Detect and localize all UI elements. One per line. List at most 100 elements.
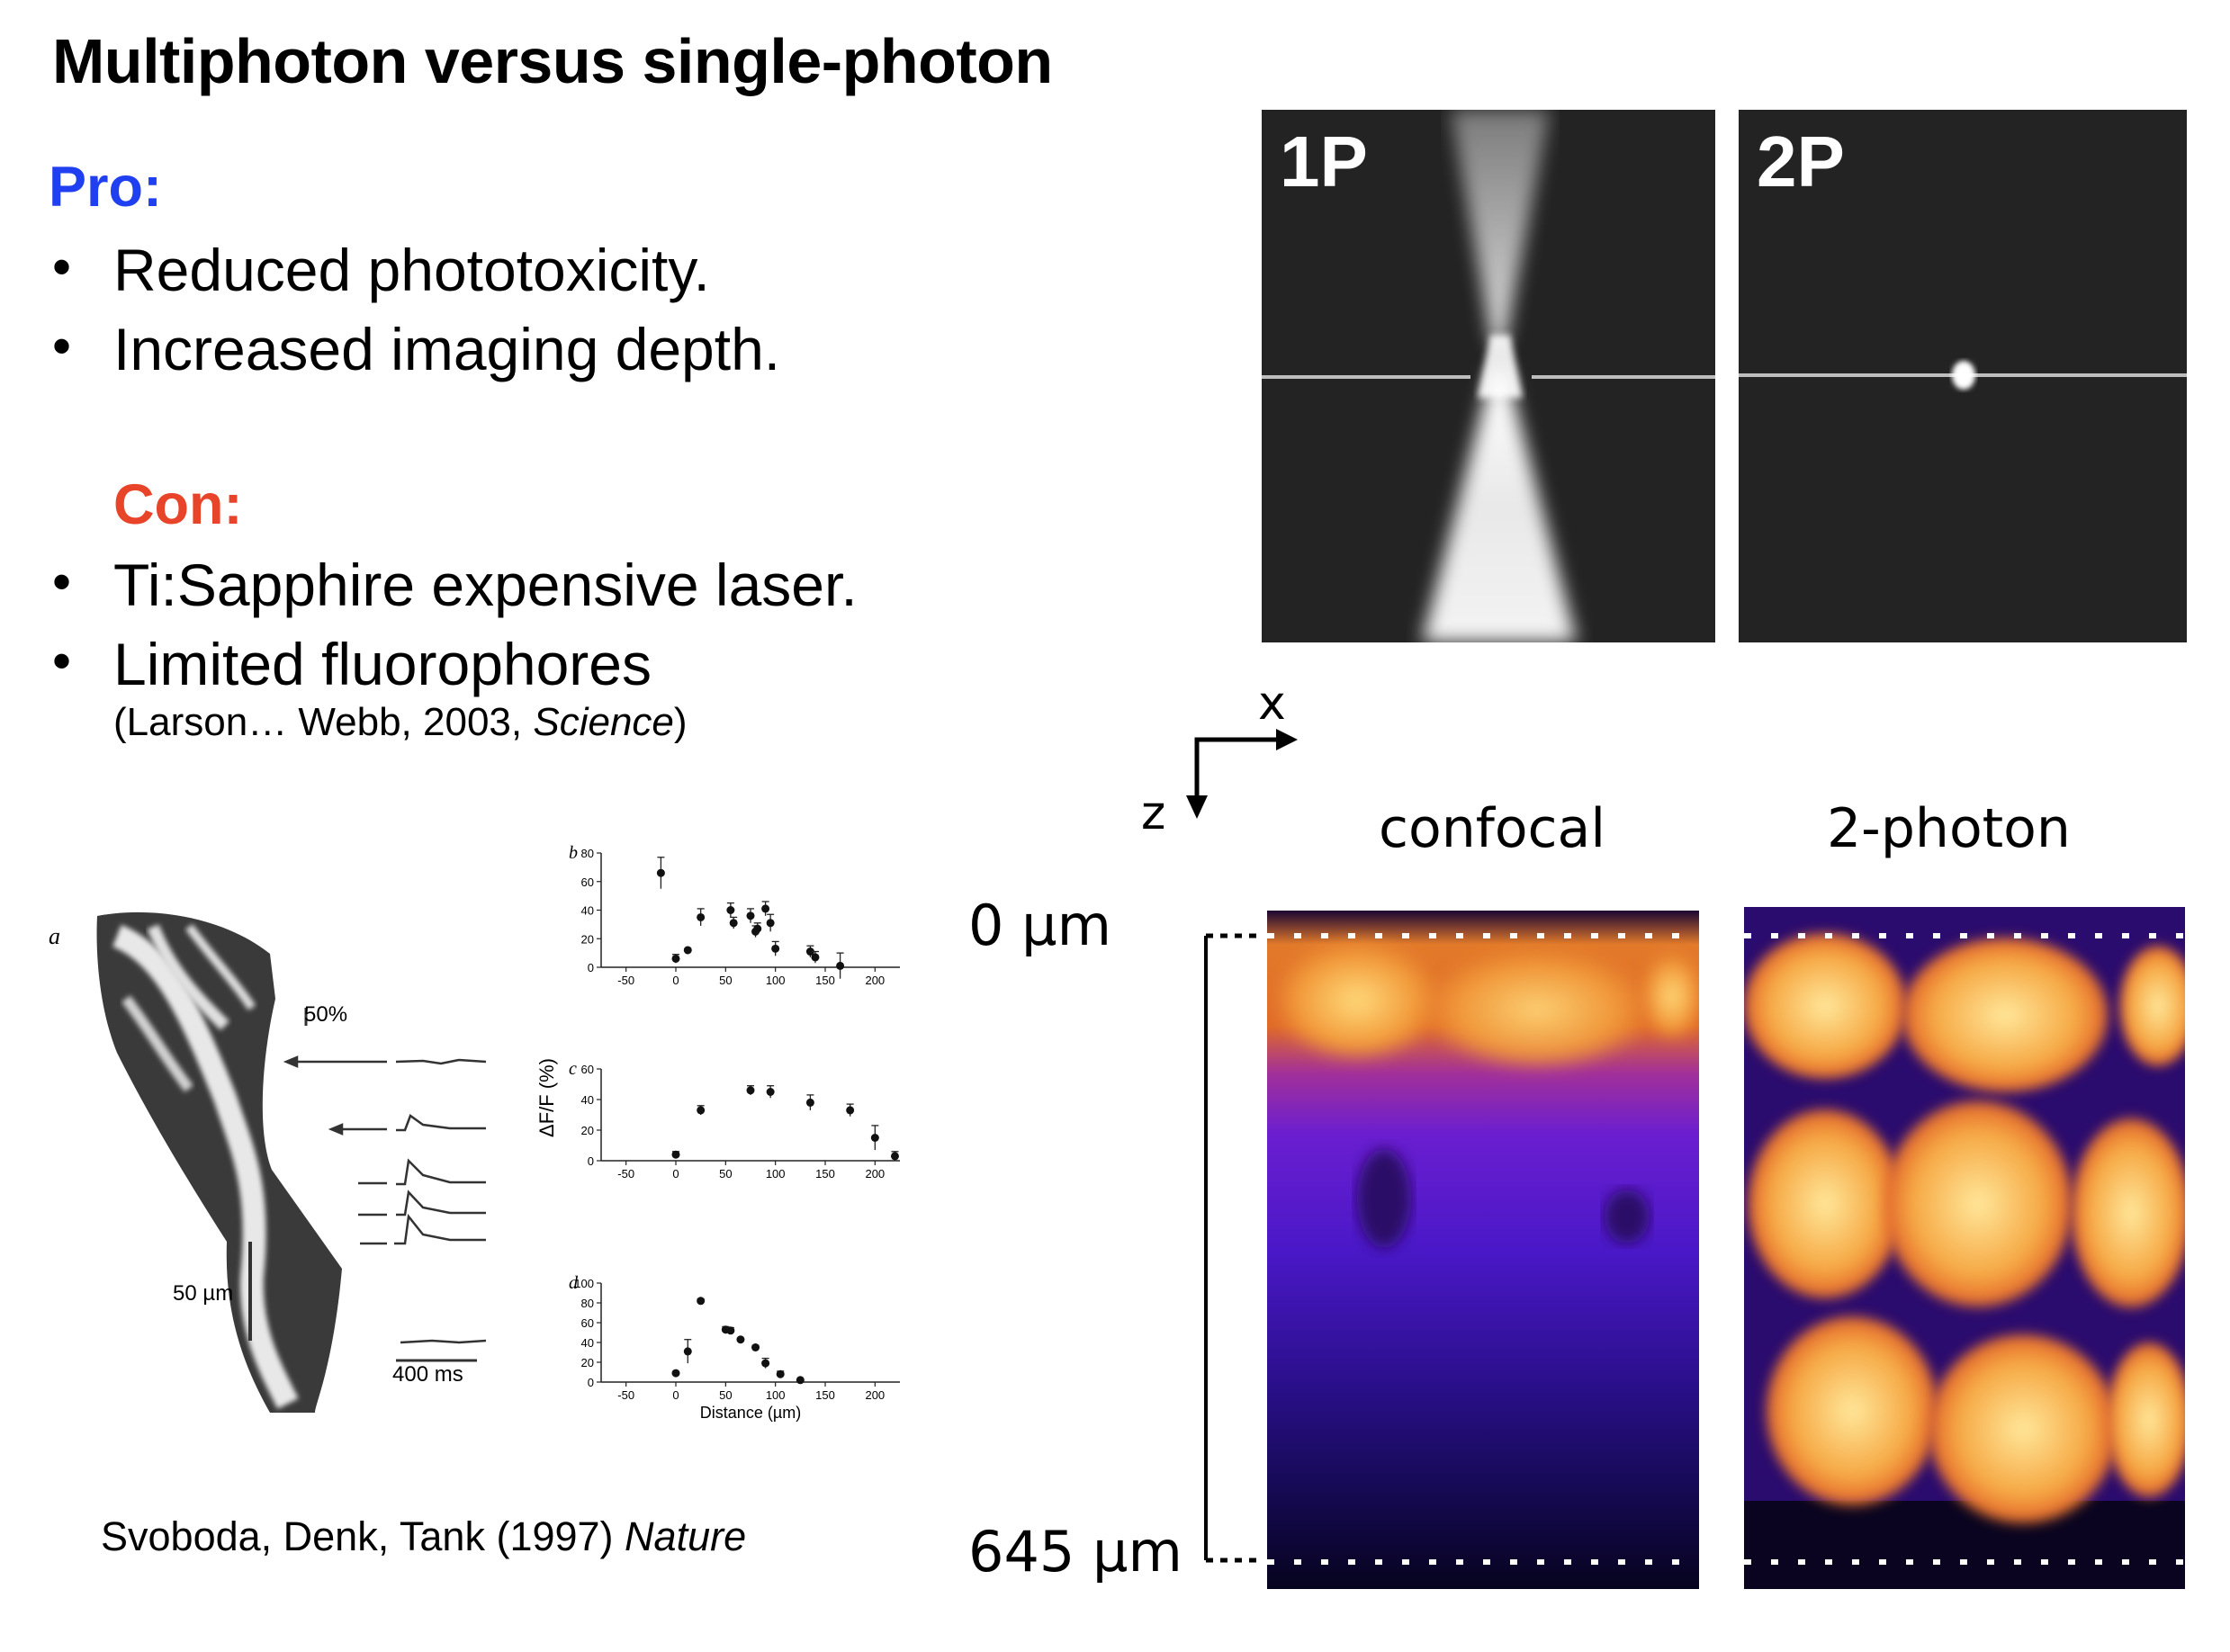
data-point (657, 869, 665, 877)
panel-label: c (569, 1059, 577, 1079)
data-point (777, 1370, 785, 1378)
axis-z-label: z (1141, 786, 1165, 840)
y-tick-label: 60 (581, 1063, 594, 1076)
x-tick-label: 0 (672, 1388, 679, 1402)
image-1p-excitation: 1P (1262, 110, 1715, 642)
y-tick-label: 20 (581, 932, 594, 946)
data-point (672, 955, 680, 963)
data-point (684, 946, 692, 954)
x-tick-label: -50 (617, 1388, 634, 1402)
image-2p-excitation: 2P (1739, 110, 2187, 642)
scale-bar-vertical (248, 1242, 252, 1341)
bullet-icon: • (52, 630, 71, 692)
data-point (726, 1326, 734, 1334)
x-tick-label: 150 (815, 974, 835, 987)
data-point (846, 1106, 854, 1114)
con-item-text: Limited fluorophores (113, 630, 652, 698)
y-tick-label: 80 (581, 1297, 594, 1310)
x-tick-label: 100 (766, 1167, 786, 1181)
slide-title: Multiphoton versus single-photon (52, 25, 1053, 97)
x-tick-label: 200 (865, 1388, 885, 1402)
x-tick-label: 150 (815, 1167, 835, 1181)
pro-item-text: Increased imaging depth. (113, 315, 780, 383)
data-point (771, 945, 779, 953)
data-point (672, 1151, 680, 1159)
data-point (747, 1086, 755, 1094)
data-point (747, 911, 755, 920)
data-point (761, 904, 769, 912)
label-1p: 1P (1280, 121, 1368, 203)
x-tick-label: 0 (672, 974, 679, 987)
y-tick-label: 40 (581, 1093, 594, 1107)
calcium-traces (270, 1008, 495, 1404)
y-tick-label: 0 (588, 961, 594, 974)
con-item: • Limited fluorophores (0, 630, 990, 702)
pro-item: • Increased imaging depth. (0, 315, 990, 387)
y-tick-label: 60 (581, 875, 594, 889)
x-tick-label: 100 (766, 1388, 786, 1402)
citation-journal: Science (533, 700, 674, 744)
x-axis-label: Distance (µm) (700, 1404, 801, 1422)
con-item: • Ti:Sapphire expensive laser. (0, 551, 990, 623)
x-tick-label: 150 (815, 1388, 835, 1402)
citation-journal: Nature (625, 1513, 746, 1559)
depth-bracket (1197, 927, 1269, 1575)
depth-label-bottom: 645 µm (968, 1519, 1182, 1585)
data-point (806, 1099, 814, 1107)
y-tick-label: 40 (581, 904, 594, 918)
data-point (751, 1343, 760, 1351)
chart-ylabel: ΔF/F (%) (535, 1058, 559, 1137)
panel-a-label: a (49, 923, 60, 950)
data-point (736, 1335, 744, 1343)
data-point (767, 919, 775, 927)
data-point (811, 953, 819, 961)
bullet-icon: • (52, 315, 71, 377)
data-point (684, 1347, 692, 1355)
bullet-icon: • (52, 236, 71, 298)
scale-50-um: 50 µm (173, 1281, 233, 1306)
scale-400-ms: 400 ms (392, 1362, 463, 1387)
data-point (891, 1152, 899, 1160)
pro-item: • Reduced phototoxicity. (0, 236, 990, 308)
x-tick-label: 50 (719, 1388, 732, 1402)
x-tick-label: 0 (672, 1167, 679, 1181)
con-heading: Con: (113, 472, 242, 537)
data-point (871, 1134, 879, 1142)
data-point (796, 1376, 805, 1384)
depth-label-top: 0 µm (968, 893, 1111, 958)
axis-x-label: x (1258, 677, 1286, 731)
image-2photon-depth (1744, 907, 2185, 1589)
y-tick-label: 0 (588, 1154, 594, 1168)
pro-heading: Pro: (49, 155, 162, 220)
x-tick-label: 50 (719, 974, 732, 987)
data-point (697, 1106, 705, 1114)
citation-suffix: ) (674, 700, 688, 744)
data-point (697, 913, 705, 921)
data-point (753, 925, 761, 933)
y-tick-label: 0 (588, 1376, 594, 1389)
bullet-icon: • (52, 551, 71, 613)
label-confocal: confocal (1379, 797, 1605, 860)
citation-text: Svoboda, Denk, Tank (1997) (101, 1513, 625, 1559)
data-point (697, 1297, 705, 1305)
x-tick-label: 100 (766, 974, 786, 987)
con-item-text: Ti:Sapphire expensive laser. (113, 551, 858, 619)
y-tick-label: 20 (581, 1124, 594, 1137)
y-tick-label: 20 (581, 1356, 594, 1369)
data-point (672, 1369, 680, 1378)
x-tick-label: 200 (865, 1167, 885, 1181)
y-tick-label: 60 (581, 1316, 594, 1330)
image-confocal-depth (1267, 911, 1699, 1589)
x-tick-label: -50 (617, 1167, 634, 1181)
x-tick-label: -50 (617, 974, 634, 987)
y-tick-label: 40 (581, 1336, 594, 1350)
data-point (761, 1360, 769, 1368)
panel-label: b (569, 843, 578, 863)
y-tick-label: 100 (574, 1277, 594, 1290)
citation-text: (Larson… Webb, 2003, (113, 700, 533, 744)
y-tick-label: 80 (581, 847, 594, 860)
citation-svoboda: Svoboda, Denk, Tank (1997) Nature (101, 1513, 746, 1560)
x-tick-label: 50 (719, 1167, 732, 1181)
pro-item-text: Reduced phototoxicity. (113, 236, 710, 304)
